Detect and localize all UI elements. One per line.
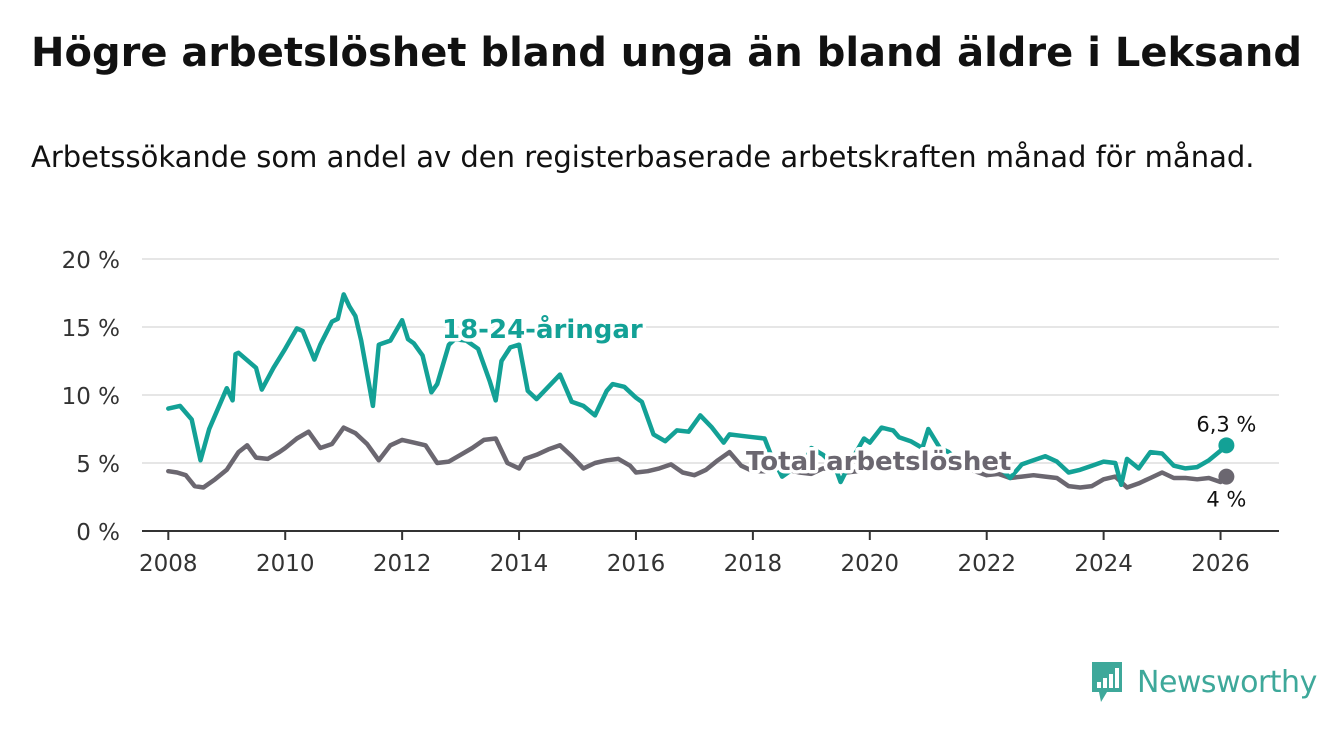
newsworthy-logo-icon [1092,662,1122,702]
series-line-total [166,425,1229,490]
svg-text:Total arbetslöshet: Total arbetslöshet [746,447,1011,477]
end-marker-total [1218,468,1235,485]
x-tick-label: 2010 [256,551,315,577]
x-tick-label: 2018 [724,551,783,577]
y-tick-label: 0 % [76,520,120,546]
y-tick-label: 20 % [62,248,120,274]
brand-name: Newsworthy [1137,664,1317,700]
y-axis-ticks: 0 % 5 % 10 % 15 % 20 % [62,248,120,546]
series-lines [166,292,1235,490]
x-tick-label: 2024 [1074,551,1133,577]
line-chart: 0 %5 %10 %15 %20 % 2008 2010 2012 2014 2016 2… [62,248,1279,577]
chart-title: Högre arbetslöshet bland unga än bland ä… [31,30,1302,76]
newsworthy-logo: Newsworthy [1089,660,1317,704]
x-tick-label: 2012 [373,551,432,577]
grid-lines [142,258,1279,464]
svg-text:18-24-åringar: 18-24-åringar [442,313,643,345]
svg-text:18-24-åringar: 18-24-åringar [442,313,643,345]
svg-text:Total arbetslöshet: Total arbetslöshet [746,447,1011,477]
x-tick-label: 2022 [957,551,1016,577]
x-tick-label: 2026 [1191,551,1250,577]
x-tick-label: 2008 [139,551,198,577]
x-tick-label: 2020 [841,551,900,577]
y-tick-label: 5 % [76,452,120,478]
x-axis: 2008 2010 2012 2014 2016 2018 2020 2022 2024 2026 [139,530,1279,577]
y-tick-label: 15 % [62,316,120,342]
series-line-youth [166,292,1229,488]
end-marker-youth [1218,437,1235,454]
chart-subtitle: Arbetssökande som andel av den registerb… [31,140,1255,174]
end-label-youth: 6,3 % [1196,412,1256,436]
end-label-total: 4 % [1206,488,1246,512]
y-tick-label: 10 % [62,384,120,410]
x-tick-label: 2014 [490,551,549,577]
x-tick-label: 2016 [607,551,666,577]
